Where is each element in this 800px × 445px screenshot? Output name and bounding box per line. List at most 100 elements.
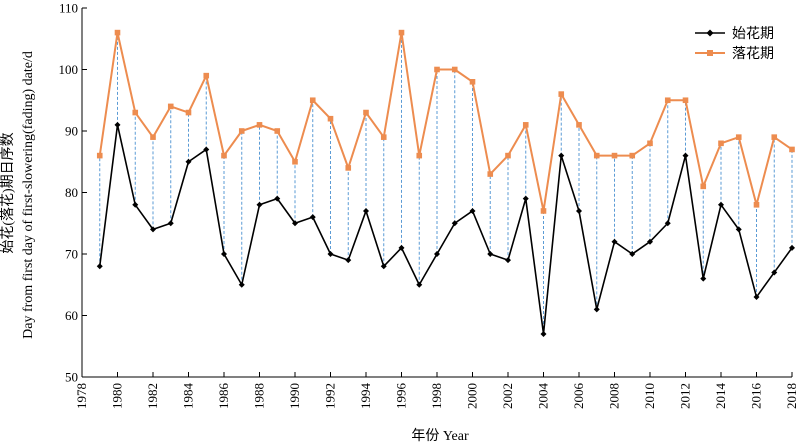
y-tick-label: 80 bbox=[65, 185, 78, 200]
data-point bbox=[238, 281, 245, 288]
data-point bbox=[185, 109, 192, 116]
data-point bbox=[718, 201, 724, 208]
data-point bbox=[398, 29, 405, 36]
data-point bbox=[718, 140, 724, 147]
y-tick-label: 110 bbox=[59, 1, 78, 16]
data-point bbox=[611, 238, 618, 245]
data-point bbox=[309, 97, 316, 104]
data-point bbox=[203, 72, 210, 79]
data-point bbox=[292, 158, 298, 165]
data-point bbox=[363, 109, 369, 116]
data-point bbox=[469, 207, 476, 214]
data-point bbox=[327, 115, 334, 122]
data-point bbox=[558, 91, 565, 97]
data-point bbox=[132, 109, 139, 116]
data-point bbox=[185, 158, 192, 165]
data-point bbox=[274, 128, 281, 134]
x-tick-label: 2000 bbox=[465, 383, 480, 409]
data-point bbox=[327, 251, 334, 257]
data-point bbox=[256, 201, 263, 208]
x-tick-label: 1996 bbox=[394, 383, 409, 410]
data-point bbox=[434, 251, 440, 257]
data-point bbox=[309, 214, 316, 221]
x-tick-label: 1988 bbox=[252, 383, 267, 409]
data-point bbox=[753, 294, 760, 301]
x-axis-title: 年份 Year bbox=[411, 428, 469, 444]
series-1 bbox=[96, 29, 795, 214]
data-point bbox=[114, 29, 121, 36]
axes bbox=[81, 7, 793, 378]
data-point bbox=[789, 146, 795, 153]
data-point bbox=[753, 202, 760, 208]
data-point bbox=[150, 134, 156, 140]
data-point bbox=[167, 103, 174, 110]
data-point bbox=[700, 275, 707, 282]
y-axis-title-cn: 始花(落花)期日序数 bbox=[0, 132, 16, 253]
data-point bbox=[735, 226, 742, 233]
series-line bbox=[98, 31, 793, 212]
data-point bbox=[682, 152, 689, 159]
y-tick-label: 90 bbox=[65, 124, 78, 139]
x-tick-label: 1984 bbox=[181, 383, 196, 410]
legend-item-series-0: 始花期 bbox=[695, 26, 774, 42]
data-point bbox=[96, 263, 103, 270]
data-point bbox=[380, 263, 387, 270]
data-point bbox=[558, 152, 565, 159]
data-point bbox=[238, 128, 245, 134]
data-point bbox=[647, 238, 653, 245]
y-axis-title-en: Day from first day of first-slowering(fa… bbox=[21, 51, 36, 339]
x-tick-label: 1978 bbox=[74, 383, 89, 409]
data-point bbox=[682, 97, 689, 104]
data-point bbox=[629, 152, 636, 159]
series-layer bbox=[96, 29, 795, 337]
legend-label-series-0: 始花期 bbox=[732, 26, 774, 42]
x-tick-label: 1982 bbox=[145, 383, 160, 409]
data-point bbox=[540, 330, 547, 337]
data-point bbox=[345, 257, 352, 264]
x-tick-label: 1992 bbox=[323, 383, 338, 409]
data-point bbox=[434, 66, 440, 73]
data-point bbox=[416, 152, 423, 159]
y-tick-label: 50 bbox=[65, 370, 78, 385]
data-point bbox=[593, 306, 600, 313]
data-point bbox=[576, 207, 582, 214]
legend-item-series-1: 落花期 bbox=[695, 46, 774, 62]
y-tick-label: 70 bbox=[65, 247, 78, 262]
series-0 bbox=[96, 121, 795, 337]
data-point bbox=[647, 140, 653, 147]
data-point bbox=[487, 171, 494, 177]
series-line bbox=[98, 124, 793, 335]
data-point bbox=[132, 201, 139, 208]
data-point bbox=[522, 195, 529, 202]
data-point bbox=[150, 226, 156, 233]
data-point bbox=[398, 244, 405, 251]
y-tick-label: 60 bbox=[65, 308, 78, 323]
legend-label-series-1: 落花期 bbox=[732, 46, 774, 62]
x-tick-label: 1998 bbox=[429, 383, 444, 409]
x-tick-label: 2002 bbox=[500, 383, 515, 409]
data-point bbox=[380, 134, 387, 140]
x-tick-label: 1990 bbox=[287, 383, 302, 409]
data-point bbox=[256, 122, 263, 128]
legend: 始花期 落花期 bbox=[695, 26, 774, 62]
data-point bbox=[451, 220, 458, 227]
data-point bbox=[114, 121, 121, 128]
x-tick-label: 2016 bbox=[749, 383, 764, 410]
data-point bbox=[167, 220, 174, 227]
data-point bbox=[540, 208, 547, 214]
data-point bbox=[274, 195, 281, 202]
data-point bbox=[221, 251, 227, 257]
x-tick-label: 2006 bbox=[571, 383, 586, 410]
data-point bbox=[735, 134, 742, 140]
data-point bbox=[345, 165, 352, 171]
legend-marker-series-0 bbox=[706, 29, 714, 37]
data-point bbox=[221, 152, 227, 159]
data-point bbox=[96, 152, 103, 159]
data-point bbox=[363, 207, 369, 214]
x-tick-label: 1986 bbox=[216, 383, 231, 410]
x-tick-label: 1994 bbox=[358, 383, 373, 410]
data-point bbox=[664, 220, 671, 227]
data-point bbox=[487, 251, 494, 257]
data-point bbox=[771, 134, 778, 140]
data-point bbox=[629, 251, 636, 257]
